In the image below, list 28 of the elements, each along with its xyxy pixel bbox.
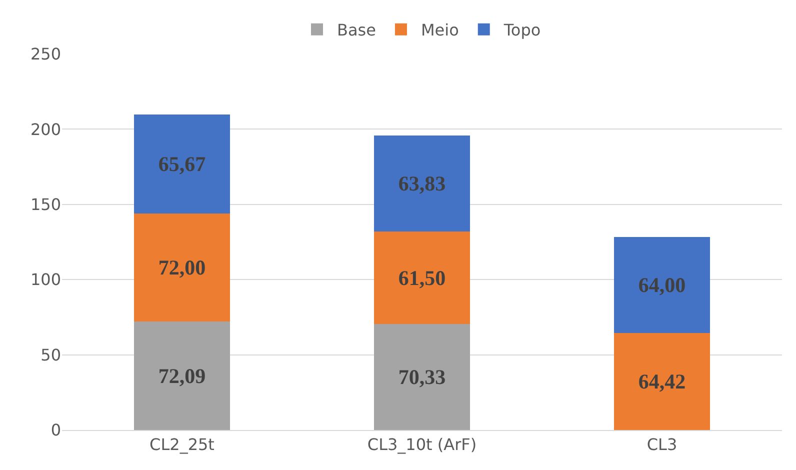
data-label: 64,42: [638, 370, 686, 394]
bar: [134, 213, 230, 322]
data-label: 65,67: [158, 152, 206, 176]
legend-label: Base: [337, 20, 376, 40]
data-label: 64,00: [638, 272, 686, 297]
x-tick-label: CL3_10t (ArF): [367, 435, 477, 454]
legend-label: Meio: [420, 20, 459, 40]
y-tick-label: 200: [30, 120, 61, 139]
data-label: 63,83: [398, 172, 446, 196]
bar: [134, 322, 230, 430]
y-tick-label: 100: [30, 270, 61, 290]
data-label: 70,33: [398, 365, 446, 390]
bar: [614, 236, 710, 334]
bar: [374, 324, 470, 430]
bar: [614, 333, 710, 430]
data-label: 72,09: [158, 364, 206, 388]
bar: [374, 232, 470, 324]
x-tick-label: CL3: [646, 435, 678, 454]
legend-label: Topo: [502, 20, 541, 40]
data-label: 72,00: [158, 255, 206, 280]
y-tick-label: 50: [40, 345, 61, 364]
bar: [374, 136, 470, 232]
x-tick-label: CL2_25t: [150, 435, 214, 454]
y-tick-label: 150: [30, 195, 61, 214]
bar: [134, 114, 230, 214]
y-tick-label: 250: [30, 44, 61, 64]
y-tick-label: 0: [50, 420, 61, 440]
data-label: 61,50: [398, 266, 446, 290]
